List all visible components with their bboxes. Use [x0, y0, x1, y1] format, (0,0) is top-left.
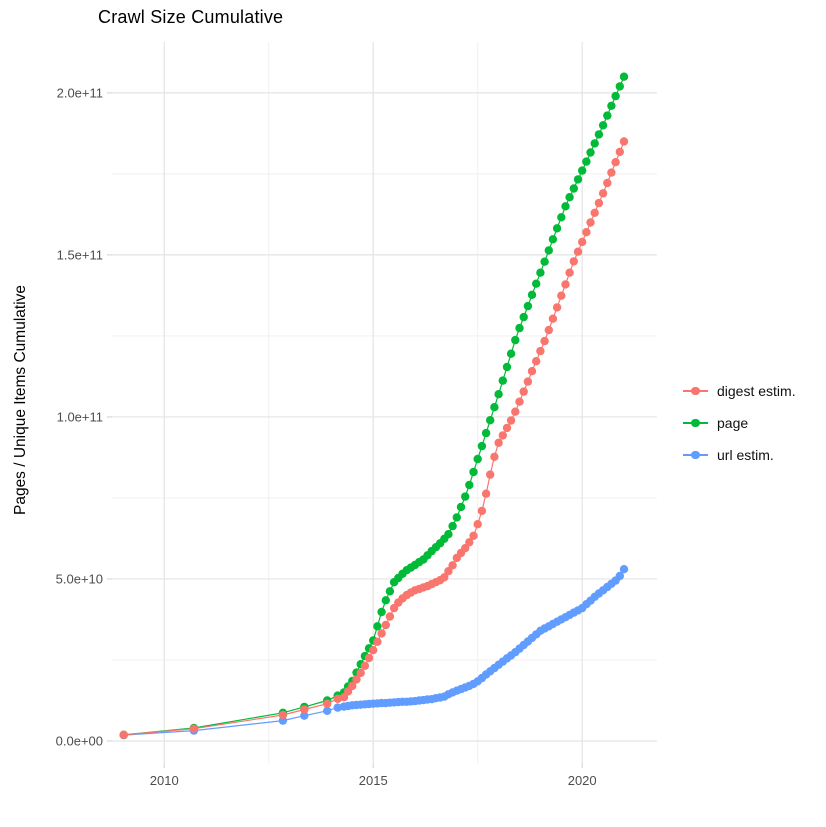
svg-text:1.5e+11: 1.5e+11: [57, 247, 103, 262]
svg-text:0.0e+00: 0.0e+00: [56, 733, 103, 748]
legend-label-url-estim: url estim.: [717, 447, 774, 463]
svg-text:2010: 2010: [150, 773, 179, 788]
legend-key-page-icon: [683, 414, 708, 432]
legend-dot-icon: [691, 386, 700, 396]
legend-item-digest-estim: digest estim.: [683, 375, 796, 407]
legend-key-digest-estim-icon: [683, 382, 708, 400]
svg-text:2015: 2015: [359, 773, 388, 788]
legend-label-digest-estim: digest estim.: [717, 383, 796, 399]
legend-item-page: page: [683, 407, 796, 439]
svg-text:5.0e+10: 5.0e+10: [56, 571, 103, 586]
svg-text:2.0e+11: 2.0e+11: [57, 85, 103, 100]
legend-dot-icon: [691, 418, 700, 428]
legend-label-page: page: [717, 415, 749, 431]
svg-text:2020: 2020: [568, 773, 597, 788]
legend-dot-icon: [691, 450, 700, 460]
legend-key-url-estim-icon: [683, 446, 708, 464]
chart-title: Crawl Size Cumulative: [98, 7, 284, 27]
svg-text:1.0e+11: 1.0e+11: [57, 409, 103, 424]
legend-item-url-estim: url estim.: [683, 439, 796, 471]
legend: digest estim. page url estim.: [683, 375, 796, 471]
